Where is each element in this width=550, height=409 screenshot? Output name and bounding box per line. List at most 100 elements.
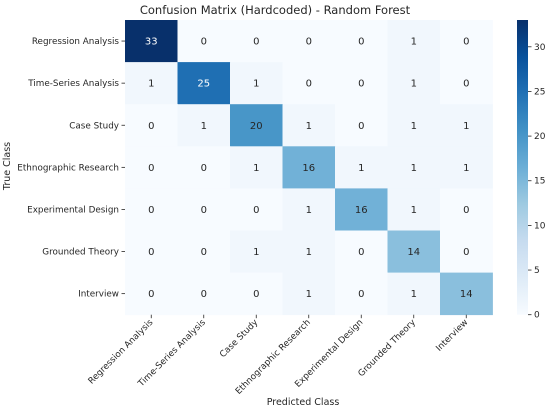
- heatmap-cell: [230, 272, 283, 316]
- cell-value-label: 0: [201, 289, 207, 300]
- heatmap-cell: [282, 62, 336, 105]
- colorbar-gradient: [517, 20, 528, 315]
- heatmap-cell: [335, 104, 388, 147]
- cell-value-label: 0: [148, 163, 154, 174]
- cell-value-label: 1: [201, 121, 207, 132]
- colorbar-tick-label: 25: [534, 87, 545, 97]
- cell-value-label: 20: [250, 121, 263, 132]
- cell-value-label: 0: [201, 247, 207, 258]
- heatmap-cell: [282, 146, 336, 189]
- heatmap-cell: [177, 20, 231, 63]
- heatmap-cell: [387, 230, 441, 273]
- heatmap-cell: [177, 104, 231, 147]
- heatmap-cell: [125, 20, 178, 63]
- heatmap-cell: [440, 230, 493, 273]
- y-tick-label: Experimental Design: [27, 205, 119, 215]
- heatmap-cell: [335, 20, 388, 63]
- heatmap-cell: [282, 230, 336, 273]
- cell-value-label: 1: [306, 247, 312, 258]
- heatmap-cell: [282, 104, 336, 147]
- cell-value-label: 16: [302, 163, 315, 174]
- cell-value-label: 0: [201, 205, 207, 216]
- heatmap-cell: [177, 62, 231, 105]
- cell-value-label: 14: [460, 289, 473, 300]
- cell-value-label: 0: [148, 121, 154, 132]
- heatmap-cell: [177, 146, 231, 189]
- cell-value-label: 1: [358, 163, 364, 174]
- y-tick-label: Ethnographic Research: [17, 163, 119, 173]
- colorbar-tick-label: 15: [534, 177, 545, 187]
- heatmap-cell: [440, 146, 493, 189]
- heatmap-cell: [335, 188, 388, 231]
- cell-value-label: 1: [253, 79, 259, 90]
- y-tick-label: Case Study: [69, 121, 119, 131]
- cell-value-label: 1: [411, 79, 417, 90]
- heatmap-cell: [177, 230, 231, 273]
- heatmap-cell: [125, 104, 178, 147]
- heatmap-cell: [440, 62, 493, 105]
- cell-value-label: 1: [411, 163, 417, 174]
- cell-value-label: 1: [148, 79, 154, 90]
- heatmap-cell: [440, 20, 493, 63]
- heatmap-cell: [125, 188, 178, 231]
- colorbar-tick-label: 5: [534, 266, 540, 276]
- heatmap-cell: [387, 20, 441, 63]
- heatmap-cell: [125, 272, 178, 316]
- cell-value-label: 0: [463, 79, 469, 90]
- colorbar-tick-label: 30: [534, 43, 546, 53]
- y-tick-label: Grounded Theory: [42, 248, 119, 258]
- cell-value-label: 16: [355, 205, 368, 216]
- cell-value-label: 1: [463, 121, 469, 132]
- cell-value-label: 0: [306, 37, 312, 48]
- y-tick-label: Interview: [78, 290, 119, 300]
- cell-value-label: 1: [306, 205, 312, 216]
- y-axis-ticks: Regression Analysis Time-Series Analysis C…: [17, 37, 125, 300]
- heatmap-cell: [177, 188, 231, 231]
- chart-title: Confusion Matrix (Hardcoded) - Random Fo…: [140, 3, 411, 17]
- cell-value-label: 1: [306, 121, 312, 132]
- cell-value-label: 0: [358, 247, 364, 258]
- cell-value-label: 1: [306, 289, 312, 300]
- cell-value-label: 1: [253, 163, 259, 174]
- cell-value-label: 0: [253, 289, 259, 300]
- heatmap-cell: [125, 230, 178, 273]
- heatmap-cell: [335, 62, 388, 105]
- cell-value-label: 0: [253, 37, 259, 48]
- cell-value-label: 1: [463, 163, 469, 174]
- y-tick-label: Time-Series Analysis: [27, 79, 119, 89]
- cell-value-label: 0: [201, 37, 207, 48]
- cell-value-label: 14: [407, 247, 420, 258]
- colorbar-tick-label: 0: [534, 311, 540, 321]
- heatmap-cell: [387, 104, 441, 147]
- x-tick-label: Case Study: [218, 318, 260, 360]
- cell-value-label: 0: [148, 205, 154, 216]
- heatmap-cell: [335, 272, 388, 316]
- colorbar-tick-label: 20: [534, 132, 546, 142]
- colorbar: 0 5 10 15 20 25 30: [517, 20, 546, 321]
- heatmap-cell: [230, 146, 283, 189]
- cell-value-label: 1: [411, 205, 417, 216]
- heatmap-cell: [177, 272, 231, 316]
- heatmap-cell: [335, 230, 388, 273]
- x-axis-label: Predicted Class: [267, 397, 340, 408]
- cell-value-label: 25: [197, 79, 210, 90]
- heatmap-cell: [230, 188, 283, 231]
- heatmap-cell: [282, 20, 336, 63]
- x-tick-label: Interview: [434, 318, 470, 354]
- cell-value-label: 0: [148, 247, 154, 258]
- heatmap-cell: [335, 146, 388, 189]
- cell-value-label: 0: [306, 79, 312, 90]
- heatmap-cell: [125, 62, 178, 105]
- cell-value-label: 0: [463, 205, 469, 216]
- heatmap-cell: [440, 104, 493, 147]
- cell-value-label: 0: [463, 247, 469, 258]
- y-axis-label: True Class: [2, 142, 13, 191]
- heatmap-cell: [387, 188, 441, 231]
- cell-value-label: 33: [145, 37, 158, 48]
- colorbar-tick-label: 10: [534, 221, 546, 231]
- heatmap-cells: 33 0 0 0 0 1 0 1 25 1 0 0 1 0 0 1 20 1 0 1 1 0 0 1 16 1 1 1 0 0 0 1 16 1 0…: [125, 20, 493, 316]
- cell-value-label: 0: [253, 205, 259, 216]
- heatmap-cell: [387, 62, 441, 105]
- cell-value-label: 0: [358, 289, 364, 300]
